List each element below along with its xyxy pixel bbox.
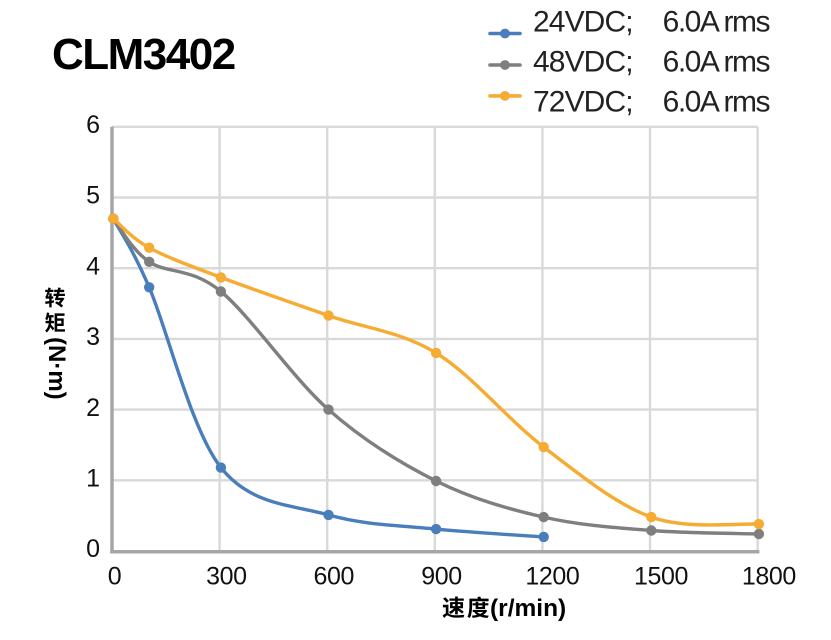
svg-text:0: 0 [108, 563, 122, 591]
svg-text:5: 5 [86, 182, 100, 210]
svg-text:CLM3402: CLM3402 [52, 30, 235, 79]
svg-text:(r/min): (r/min) [490, 595, 566, 622]
svg-text:1: 1 [86, 465, 100, 493]
svg-text:6: 6 [86, 111, 100, 139]
svg-text:300: 300 [206, 563, 247, 591]
svg-text:900: 900 [421, 563, 462, 591]
svg-text:2: 2 [86, 394, 100, 422]
svg-text:1500: 1500 [634, 563, 688, 591]
svg-text:1200: 1200 [525, 563, 579, 591]
svg-text:3: 3 [86, 323, 100, 351]
svg-text:(N·m): (N·m) [43, 337, 70, 400]
svg-text:600: 600 [313, 563, 354, 591]
svg-text:1800: 1800 [742, 563, 796, 591]
svg-text:0: 0 [86, 535, 100, 563]
svg-text:4: 4 [86, 252, 100, 280]
